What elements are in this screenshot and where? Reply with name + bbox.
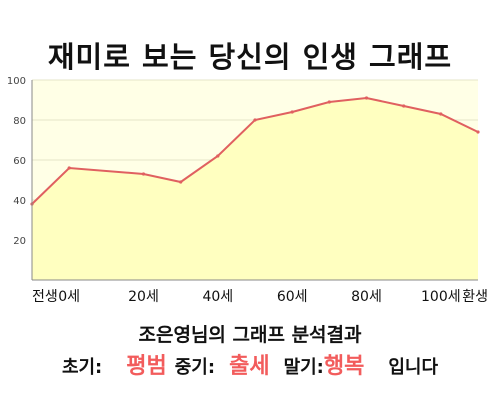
data-point-9 — [402, 104, 406, 108]
data-point-10 — [439, 112, 443, 116]
early-value: 평범 — [126, 354, 167, 379]
late-value: 행복 — [323, 354, 365, 379]
x-tick-label: 0세 — [58, 289, 80, 305]
data-point-1 — [67, 166, 71, 170]
page-title: 재미로 보는 당신의 인생 그래프 — [47, 40, 453, 74]
data-point-5 — [253, 118, 257, 122]
middle-label: 중기: — [174, 357, 216, 378]
x-tick-label: 100세 — [421, 289, 461, 305]
x-tick-label: 60세 — [277, 289, 308, 305]
data-point-2 — [141, 172, 146, 176]
y-tick-label-100: 100 — [7, 76, 26, 87]
y-tick-label-60: 60 — [13, 156, 26, 167]
data-point-3 — [179, 180, 183, 184]
data-point-8 — [364, 96, 369, 100]
analysis-summary: 조은영님의 그래프 분석결과 — [138, 324, 362, 346]
x-tick-label: 40세 — [202, 289, 233, 305]
data-point-4 — [216, 154, 220, 158]
series-area — [32, 98, 478, 280]
middle-value: 출세 — [229, 354, 270, 379]
data-point-7 — [327, 100, 331, 104]
y-tick-label-40: 40 — [13, 196, 26, 207]
data-point-11 — [476, 130, 480, 134]
late-label: 말기: — [283, 357, 324, 378]
x-tick-label: 환생 — [462, 289, 488, 305]
early-label: 초기: — [61, 357, 103, 378]
x-tick-label: 전생 — [32, 289, 58, 305]
verdict-suffix: 입니다 — [388, 357, 439, 378]
y-tick-label-80: 80 — [13, 116, 26, 127]
x-tick-label: 80세 — [351, 289, 382, 305]
analysis-verdict: 초기: 평범 중기: 출세 말기: 행복 입니다 — [0, 348, 500, 380]
x-tick-label: 20세 — [128, 289, 159, 305]
data-point-6 — [290, 110, 294, 114]
series-line — [31, 96, 479, 205]
y-tick-label-20: 20 — [13, 236, 26, 247]
